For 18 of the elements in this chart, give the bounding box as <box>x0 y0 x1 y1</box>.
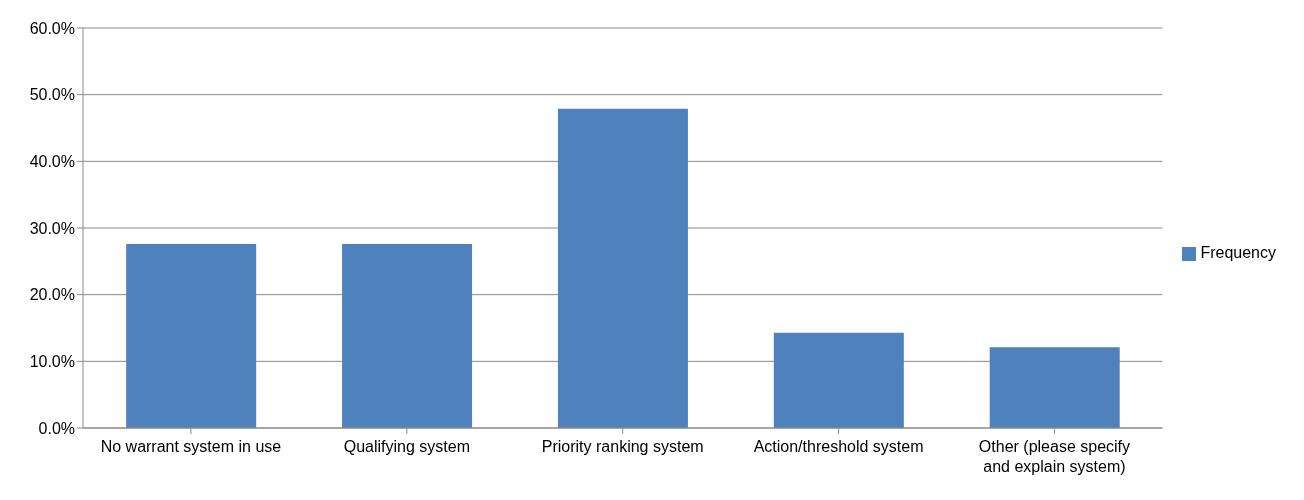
y-tick-label: 30.0% <box>29 219 75 237</box>
x-tick-label: Qualifying system <box>343 438 470 455</box>
y-tick-label: 10.0% <box>29 353 75 371</box>
bar <box>126 244 257 428</box>
x-tick-label: Other (please specify and explain system) <box>978 438 1131 475</box>
legend-label: Frequency <box>1200 244 1276 261</box>
x-tick-label: Priority ranking system <box>541 438 704 455</box>
bar <box>557 108 688 428</box>
y-tick-label: 20.0% <box>29 286 75 304</box>
y-tick-label: 50.0% <box>29 86 75 104</box>
bar <box>989 347 1120 428</box>
y-tick-label: 40.0% <box>29 153 75 171</box>
y-tick-label: 60.0% <box>29 19 75 37</box>
x-tick-label: No warrant system in use <box>100 438 282 455</box>
x-tick-label: Action/threshold system <box>753 438 924 455</box>
bar <box>773 332 904 428</box>
bar <box>342 244 473 428</box>
y-tick-label: 0.0% <box>38 419 75 437</box>
